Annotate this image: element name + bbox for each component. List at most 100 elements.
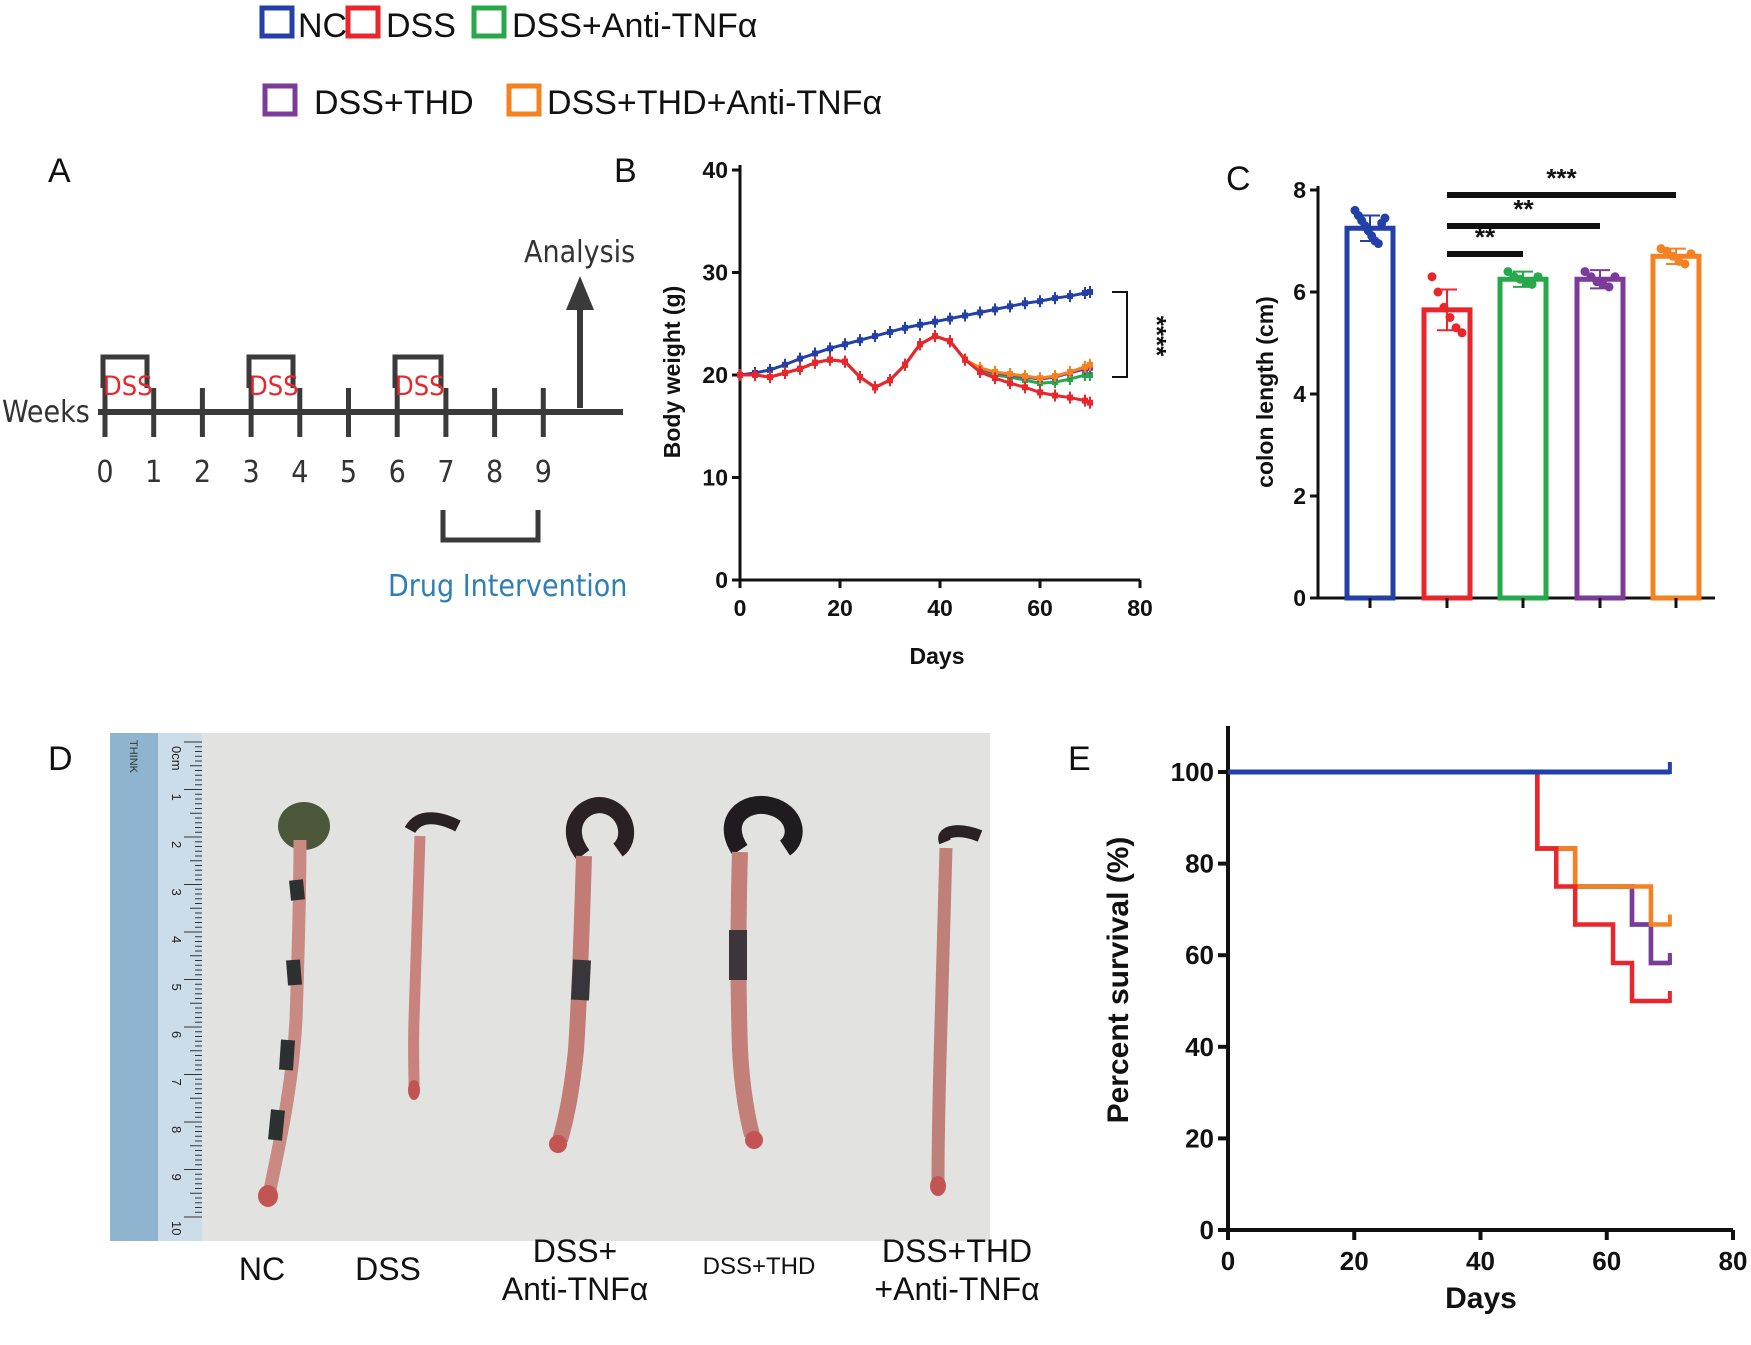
data-point-dss — [977, 368, 983, 375]
data-point-dss-thd-anti-tnf — [1668, 251, 1678, 261]
x-tick-label: 80 — [1127, 595, 1153, 621]
x-axis-title: Days — [1445, 1282, 1517, 1315]
data-point-dss — [992, 375, 998, 382]
panel-letter-e: E — [1068, 740, 1091, 778]
dss-period-label: DSS — [103, 371, 153, 402]
data-point-nc — [977, 309, 983, 316]
y-tick-label: 8 — [1293, 177, 1306, 203]
ruler-number: 2 — [169, 841, 184, 848]
data-point-dss — [827, 356, 833, 363]
ruler-number: 10 — [169, 1221, 184, 1235]
data-point-nc — [1052, 295, 1058, 302]
data-point-nc — [1082, 290, 1088, 296]
data-point-nc — [842, 341, 848, 348]
data-point-dss-thd-anti-tnf — [1022, 373, 1028, 380]
y-tick-label: 0 — [715, 567, 728, 593]
data-point-dss-thd-anti-tnf — [1686, 249, 1696, 259]
ruler-number: 8 — [169, 1126, 184, 1133]
data-point-nc — [1067, 293, 1073, 300]
data-point-dss — [1037, 389, 1043, 396]
y-tick-label: 10 — [702, 465, 728, 491]
timeline-week-number: 5 — [340, 455, 357, 490]
data-point-dss — [1052, 392, 1058, 399]
data-point-dss — [887, 377, 893, 384]
group-label-dss-anti-tnfa: DSS+ Anti-TNFα — [502, 1233, 649, 1307]
timeline-week-number: 6 — [389, 455, 406, 490]
data-point-nc — [872, 333, 878, 340]
data-point-dss — [947, 338, 953, 345]
comparison-stars: *** — [1546, 163, 1577, 193]
data-point-dss-thd-anti-tnf — [1052, 373, 1058, 380]
legend-swatch-dss-anti-tnfa — [471, 5, 507, 39]
x-tick-label: 40 — [927, 595, 953, 621]
dss-period-bracket — [392, 354, 444, 388]
data-point-nc — [992, 306, 998, 313]
timeline-week-number: 4 — [291, 455, 308, 490]
legend-swatch-dss-thd — [262, 83, 298, 117]
data-point-dss-anti-tnf — [1067, 376, 1073, 383]
dss-period-bracket — [100, 354, 150, 388]
y-tick-label: 4 — [1293, 381, 1306, 407]
dss-period-label: DSS — [249, 371, 299, 402]
data-point-nc — [917, 321, 923, 328]
data-point-dss — [1007, 380, 1013, 387]
survival-chart: 0 20 40 60 80 100 0 20 40 60 80 Days Percent surv… — [1102, 726, 1747, 1315]
data-point-dss-thd — [1580, 267, 1590, 277]
bar-dss-thd-anti-tnf — [1650, 253, 1702, 601]
ruler-scale — [158, 733, 202, 1241]
ruler-number: 0cm — [169, 746, 184, 771]
data-point-dss — [812, 359, 818, 366]
data-point-nc — [827, 345, 833, 352]
data-point-nc — [782, 361, 788, 368]
data-point-dss — [737, 372, 743, 378]
y-tick-label: 2 — [1293, 483, 1306, 509]
photo-background — [110, 733, 990, 1241]
legend: NC DSS DSS+Anti-TNFα DSS+THD DSS+THD+Ant… — [259, 5, 882, 122]
x-tick-label: 0 — [1221, 1246, 1235, 1276]
bar-dss — [1421, 307, 1473, 601]
data-point-dss-anti-tnf — [1533, 272, 1543, 282]
data-point-nc — [812, 350, 818, 357]
y-axis-title: Percent survival (%) — [1102, 837, 1135, 1124]
data-point-dss-thd-anti-tnf — [1087, 361, 1093, 368]
data-point-dss-thd — [1610, 272, 1620, 282]
data-point-dss — [1439, 302, 1449, 312]
group-label-dss-thd: DSS+THD — [703, 1253, 816, 1280]
data-point-dss — [962, 356, 968, 363]
timeline-week-number: 8 — [486, 455, 503, 490]
colon-specimen-dss-thd — [723, 795, 803, 1149]
significance-bracket — [1112, 291, 1128, 378]
data-point-dss — [1427, 272, 1437, 282]
timeline-week-number: 7 — [437, 455, 454, 490]
data-point-dss — [1445, 313, 1455, 322]
data-point-nc — [962, 312, 968, 319]
ruler-number: 1 — [169, 794, 184, 801]
data-point-dss — [767, 374, 773, 381]
data-point-nc — [1380, 213, 1390, 223]
group-label-nc: NC — [239, 1251, 285, 1287]
data-point-dss — [872, 384, 878, 391]
timeline-ticks — [102, 388, 546, 437]
data-point-nc — [1373, 239, 1383, 249]
data-point-dss-anti-tnf — [1082, 372, 1088, 378]
ruler-marks: 0cm 1 2 3 4 5 6 7 8 9 10 — [169, 741, 202, 1235]
data-point-dss-thd-anti-tnf — [1007, 370, 1013, 377]
y-axis-title: colon length (cm) — [1252, 296, 1278, 488]
bar-dss-thd — [1574, 276, 1626, 601]
bar-dss-anti-tnf — [1497, 276, 1549, 601]
data-point-dss — [1451, 323, 1461, 333]
legend-label-dss: DSS — [386, 7, 456, 45]
y-tick-label: 6 — [1293, 279, 1306, 305]
colon-specimen-dss-thd-anti-tnfa — [930, 825, 983, 1196]
timeline-week-number: 2 — [194, 455, 211, 490]
x-tick-label: 0 — [734, 595, 747, 621]
ruler-number: 5 — [169, 984, 184, 991]
data-point-nc — [947, 315, 953, 322]
x-tick-label: 20 — [1340, 1246, 1369, 1276]
data-point-nc — [1007, 303, 1013, 310]
y-tick-label: 0 — [1293, 585, 1306, 611]
x-axis-title: Days — [910, 643, 965, 669]
y-tick-label: 20 — [702, 362, 728, 388]
